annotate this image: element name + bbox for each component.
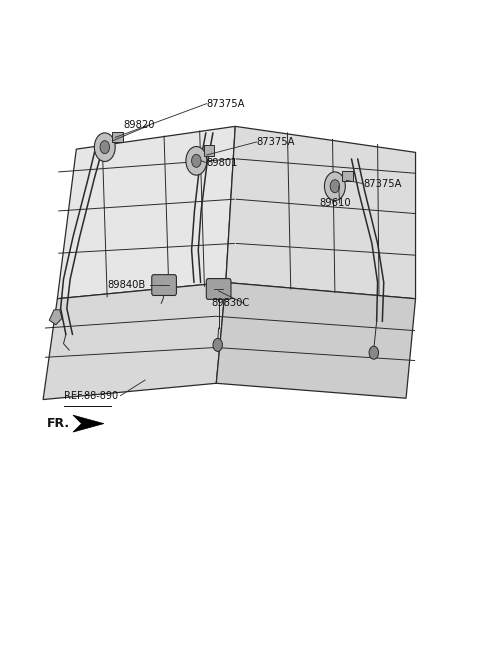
Circle shape	[95, 133, 115, 161]
Polygon shape	[73, 415, 104, 432]
Circle shape	[100, 140, 109, 154]
Text: REF.88-890: REF.88-890	[64, 390, 119, 401]
FancyBboxPatch shape	[204, 145, 215, 155]
Text: 89830C: 89830C	[212, 298, 250, 308]
Text: 89801: 89801	[207, 158, 238, 168]
Text: 87375A: 87375A	[257, 137, 295, 147]
Circle shape	[213, 338, 222, 352]
FancyBboxPatch shape	[342, 171, 353, 181]
Circle shape	[324, 172, 345, 201]
FancyBboxPatch shape	[112, 132, 123, 142]
FancyBboxPatch shape	[206, 279, 231, 299]
Polygon shape	[49, 310, 62, 325]
Text: 87375A: 87375A	[363, 178, 402, 189]
Circle shape	[186, 146, 207, 175]
Text: 89610: 89610	[320, 198, 351, 208]
Text: 87375A: 87375A	[207, 98, 245, 109]
Text: 89840B: 89840B	[107, 280, 145, 290]
Polygon shape	[43, 283, 226, 400]
Polygon shape	[57, 127, 235, 298]
Text: FR.: FR.	[47, 417, 70, 430]
Polygon shape	[216, 283, 416, 398]
Polygon shape	[226, 127, 416, 298]
Circle shape	[330, 180, 340, 193]
Circle shape	[369, 346, 379, 359]
Text: 89820: 89820	[124, 120, 155, 130]
Circle shape	[192, 154, 201, 167]
FancyBboxPatch shape	[152, 275, 177, 295]
